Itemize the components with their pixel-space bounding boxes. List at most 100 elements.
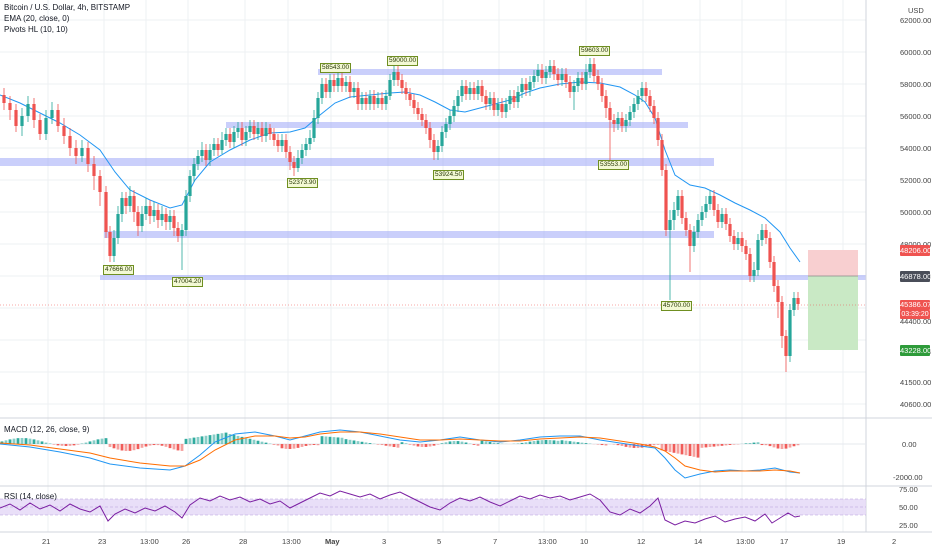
macd-histogram-bar bbox=[400, 442, 404, 444]
candle-body bbox=[664, 170, 668, 230]
last-price-tag: 45386.07 bbox=[900, 300, 932, 310]
candle-body bbox=[348, 82, 352, 92]
candle-body bbox=[268, 128, 272, 134]
take-profit-zone[interactable] bbox=[808, 276, 858, 350]
candle-body bbox=[592, 64, 596, 76]
macd-histogram-bar bbox=[460, 441, 464, 444]
macd-line bbox=[0, 429, 801, 479]
candle-body bbox=[200, 150, 204, 156]
macd-histogram-bar bbox=[112, 444, 116, 449]
macd-histogram-bar bbox=[676, 444, 680, 454]
candle-body bbox=[164, 214, 168, 222]
candle-body bbox=[296, 158, 300, 168]
candle-body bbox=[460, 86, 464, 96]
macd-histogram-bar bbox=[576, 442, 580, 444]
macd-histogram-bar bbox=[672, 444, 676, 453]
candle-body bbox=[392, 72, 396, 80]
currency-label[interactable]: USD bbox=[908, 6, 924, 15]
zone-59000 bbox=[318, 69, 662, 75]
macd-legend[interactable]: MACD (12, 26, close, 9) bbox=[4, 425, 90, 434]
macd-histogram-bar bbox=[484, 441, 488, 444]
stop-loss-zone[interactable] bbox=[808, 250, 858, 276]
candle-body bbox=[744, 246, 748, 254]
candle-body bbox=[492, 98, 496, 110]
macd-histogram-bar bbox=[44, 442, 48, 444]
candle-body bbox=[264, 128, 268, 136]
candle-body bbox=[340, 78, 344, 86]
macd-histogram-bar bbox=[428, 444, 432, 447]
macd-histogram-bar bbox=[788, 444, 792, 448]
candle-body bbox=[500, 104, 504, 112]
ema-legend[interactable]: EMA (20, close, 0) bbox=[4, 14, 70, 23]
macd-histogram-bar bbox=[116, 444, 120, 450]
symbol-title[interactable]: Bitcoin / U.S. Dollar, 4h, BITSTAMP bbox=[4, 3, 131, 12]
macd-histogram-bar bbox=[624, 444, 628, 447]
candle-body bbox=[628, 112, 632, 120]
macd-histogram-bar bbox=[476, 444, 480, 446]
candle-body bbox=[120, 198, 124, 214]
pivots-legend[interactable]: Pivots HL (10, 10) bbox=[4, 25, 68, 34]
macd-histogram-bar bbox=[152, 444, 156, 446]
candle-body bbox=[732, 236, 736, 244]
zone-49000 bbox=[104, 231, 714, 238]
macd-histogram-bar bbox=[688, 444, 692, 456]
macd-histogram-bar bbox=[380, 444, 384, 446]
macd-histogram-bar bbox=[60, 444, 64, 446]
macd-histogram-bar bbox=[652, 444, 656, 446]
macd-histogram-bar bbox=[260, 441, 264, 444]
bar-countdown: 03:39:20 bbox=[900, 310, 930, 319]
candle-body bbox=[272, 134, 276, 140]
macd-histogram-bar bbox=[140, 444, 144, 448]
price-axis-label: 44400.00 bbox=[900, 317, 932, 326]
macd-signal-line bbox=[0, 431, 801, 474]
macd-histogram-bar bbox=[556, 440, 560, 444]
macd-histogram-bar bbox=[120, 444, 124, 451]
macd-histogram-bar bbox=[272, 444, 276, 445]
candle-body bbox=[86, 148, 90, 164]
macd-histogram-bar bbox=[88, 441, 92, 444]
rsi-axis-label: 25.00 bbox=[899, 521, 918, 530]
price-axis-label: 58000.00 bbox=[900, 80, 932, 89]
macd-histogram-bar bbox=[708, 444, 712, 447]
candle-body bbox=[124, 198, 128, 206]
macd-histogram-bar bbox=[188, 438, 192, 444]
macd-histogram-bar bbox=[300, 444, 304, 447]
candle-body bbox=[220, 140, 224, 150]
candle-body bbox=[156, 210, 160, 220]
candle-body bbox=[712, 196, 716, 210]
macd-histogram-bar bbox=[144, 444, 148, 447]
candle-body bbox=[380, 98, 384, 104]
candle-body bbox=[428, 128, 432, 140]
candle-body bbox=[788, 310, 792, 356]
macd-histogram-bar bbox=[440, 443, 444, 444]
candle-body bbox=[632, 104, 636, 112]
macd-histogram-bar bbox=[224, 432, 228, 444]
candle-body bbox=[680, 196, 684, 218]
candle-body bbox=[204, 150, 208, 160]
candle-body bbox=[588, 64, 592, 72]
macd-histogram-bar bbox=[304, 444, 308, 446]
candle-body bbox=[396, 72, 400, 80]
candle-body bbox=[548, 66, 552, 72]
macd-histogram-bar bbox=[620, 444, 624, 446]
macd-histogram-bar bbox=[456, 441, 460, 444]
candle-body bbox=[636, 96, 640, 104]
candle-body bbox=[720, 214, 724, 222]
candle-body bbox=[604, 96, 608, 108]
price-axis-label: 62000.00 bbox=[900, 16, 932, 25]
candle-body bbox=[724, 214, 728, 224]
candle-body bbox=[436, 146, 440, 152]
candle-body bbox=[600, 84, 604, 96]
macd-histogram-bar bbox=[632, 444, 636, 448]
candle-body bbox=[640, 88, 644, 96]
macd-histogram-bar bbox=[680, 444, 684, 455]
candle-body bbox=[8, 103, 12, 110]
candle-body bbox=[344, 82, 348, 86]
macd-histogram-bar bbox=[128, 444, 132, 451]
macd-histogram-bar bbox=[36, 440, 40, 444]
rsi-legend[interactable]: RSI (14, close) bbox=[4, 492, 57, 501]
macd-histogram-bar bbox=[728, 444, 732, 445]
macd-histogram-bar bbox=[292, 444, 296, 449]
macd-histogram-bar bbox=[424, 444, 428, 447]
